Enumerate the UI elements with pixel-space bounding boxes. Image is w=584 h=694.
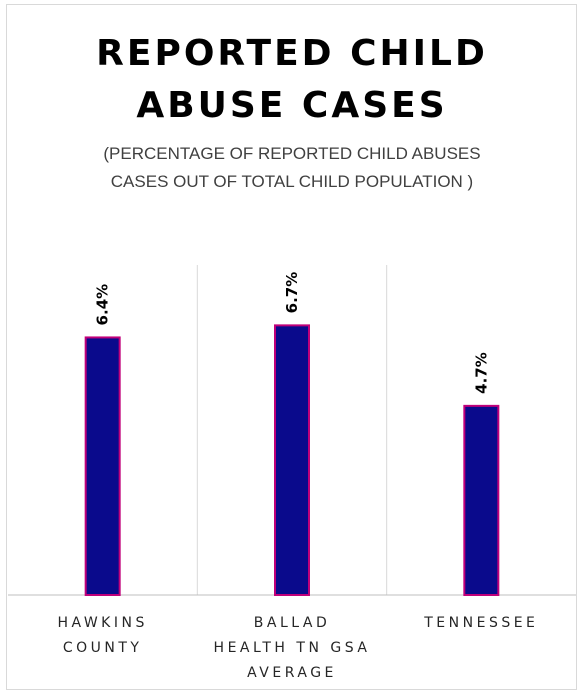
x-tick-label-2-line-3: AVERAGE bbox=[247, 665, 337, 681]
x-tick-label-3-line-1: TENNESSEE bbox=[423, 615, 538, 631]
bar-1 bbox=[84, 336, 121, 596]
x-tick-label-1-line-1: HAWKINS bbox=[57, 615, 147, 631]
bar-2 bbox=[274, 324, 310, 596]
data-label-3: 4.7% bbox=[472, 352, 490, 394]
x-tick-label-2-line-1: BALLAD bbox=[254, 615, 330, 631]
chart-subtitle-line-2: CASES OUT OF TOTAL CHILD POPULATION ) bbox=[110, 172, 474, 191]
chart-title: REPORTED CHILD ABUSE CASES bbox=[0, 28, 584, 132]
chart-title-line-1: REPORTED CHILD bbox=[96, 33, 488, 74]
x-tick-label-2-line-2: HEALTH TN GSA bbox=[214, 640, 371, 656]
chart-subtitle: (PERCENTAGE OF REPORTED CHILD ABUSES CAS… bbox=[60, 140, 524, 196]
bar-3 bbox=[463, 404, 500, 597]
x-tick-label-1-line-2: COUNTY bbox=[63, 640, 143, 656]
data-label-2: 6.7% bbox=[283, 272, 301, 314]
chart-title-line-2: ABUSE CASES bbox=[136, 85, 448, 126]
data-label-1: 6.4% bbox=[94, 284, 112, 326]
chart-subtitle-line-1: (PERCENTAGE OF REPORTED CHILD ABUSES bbox=[103, 144, 481, 163]
